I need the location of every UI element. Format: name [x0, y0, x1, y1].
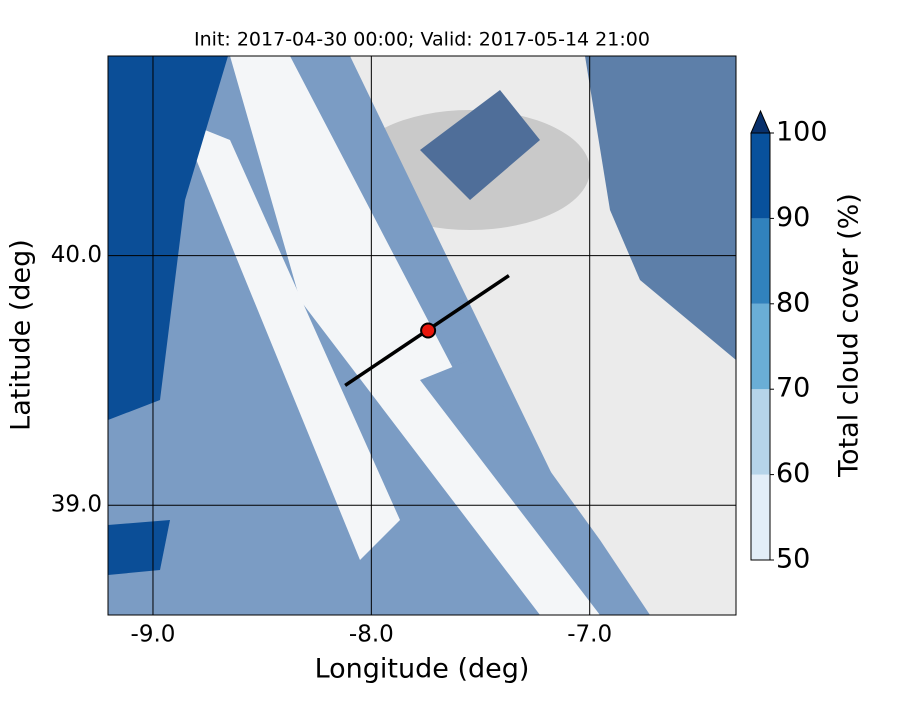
colorbar-label: Total cloud cover (%) [834, 193, 865, 478]
map-field [108, 56, 736, 615]
x-tick-label: -9.0 [131, 622, 176, 648]
chart-title: Init: 2017-04-30 00:00; Valid: 2017-05-1… [194, 29, 650, 51]
colorbar-extend [750, 109, 771, 134]
colorbar: 50 60 70 80 90 100 [750, 109, 828, 575]
colorbar-frame [750, 132, 771, 561]
colorbar-tick-label: 70 [776, 373, 810, 404]
y-tick-label: 40.0 [51, 242, 102, 268]
colorbar-tick-label: 100 [776, 117, 828, 148]
x-axis-label: Longitude (deg) [315, 654, 530, 685]
cloud-area [585, 56, 736, 360]
colorbar-tick-label: 90 [776, 202, 810, 233]
colorbar-tick-label: 80 [776, 287, 810, 318]
colorbar-segment [751, 133, 770, 219]
grid [108, 56, 736, 615]
plot-frame [107, 55, 737, 616]
colorbar-tick-label: 60 [776, 458, 810, 489]
colorbar-segment [751, 389, 770, 475]
cloud-area [108, 56, 228, 420]
cloud-area [420, 90, 540, 200]
overlay [344, 274, 510, 387]
y-axis-label: Latitude (deg) [6, 239, 37, 431]
location-point [420, 322, 437, 339]
x-tick-label: -7.0 [567, 622, 612, 648]
colorbar-segment [751, 218, 770, 304]
cloud-gap [180, 120, 400, 560]
x-tick-label: -8.0 [349, 622, 394, 648]
colorbar-segment [751, 474, 770, 560]
cloud-area [108, 520, 170, 575]
colorbar-segment [751, 303, 770, 390]
cloud-area [420, 360, 650, 615]
colorbar-tick-label: 50 [776, 544, 810, 575]
y-tick-label: 39.0 [51, 492, 102, 518]
